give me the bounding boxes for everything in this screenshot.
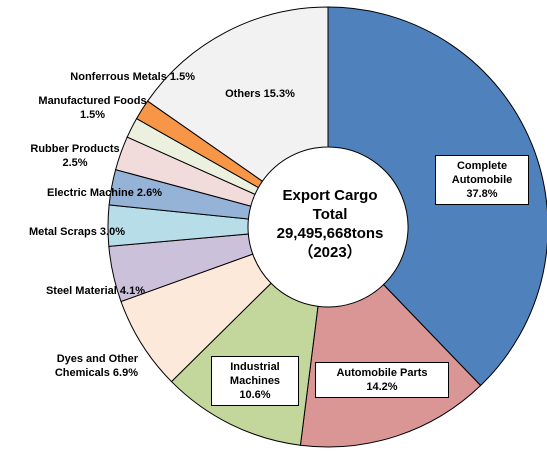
label-name: Complete Automobile (451, 160, 513, 186)
label-value: 6.9% (112, 367, 138, 379)
center-line: （2023） (298, 244, 362, 261)
segment-label: Steel Material 4.1% (10, 284, 145, 298)
donut-segment (146, 6, 329, 182)
label-name: Dyes and Other Chemicals (54, 353, 138, 379)
label-value: 10.6% (239, 389, 271, 401)
label-name: Rubber Products (30, 143, 120, 155)
segment-label: Complete Automobile 37.8% (435, 155, 529, 205)
segment-label: Electric Machine 2.6% (0, 186, 162, 200)
label-value: 4.1% (119, 285, 145, 297)
label-name: Electric Machine (47, 187, 134, 199)
label-name: Manufactured Foods (38, 95, 147, 107)
center-line: 29,495,668tons (276, 225, 384, 242)
label-name: Others (225, 88, 261, 100)
center-line: Total (312, 206, 348, 223)
label-value: 14.2% (366, 381, 398, 393)
label-value: 15.3% (263, 88, 295, 100)
label-name: Automobile Parts (336, 367, 428, 379)
label-value: 1.5% (79, 109, 106, 121)
segment-label: Manufactured Foods 1.5% (25, 94, 160, 122)
label-value: 37.8% (466, 188, 498, 200)
donut-hole (249, 148, 407, 306)
segment-label: Automobile Parts 14.2% (315, 362, 449, 398)
label-name: Nonferrous Metals (70, 71, 167, 83)
label-value: 1.5% (169, 71, 195, 83)
label-name: Industrial Machines (229, 361, 281, 387)
label-value: 2.6% (136, 187, 162, 199)
segment-label: Industrial Machines 10.6% (211, 356, 299, 406)
segment-label: Dyes and Other Chemicals 6.9% (20, 352, 138, 380)
segment-label: Rubber Products 2.5% (15, 142, 135, 170)
segment-label: Others 15.3% (205, 87, 315, 101)
center-line: Export Cargo (282, 187, 378, 204)
label-name: Steel Material (45, 285, 117, 297)
segment-label: Metal Scraps 3.0% (0, 225, 125, 239)
segment-label: Nonferrous Metals 1.5% (20, 70, 195, 84)
label-value: 3.0% (99, 226, 125, 238)
label-name: Metal Scraps (28, 226, 97, 238)
center-label: Export Cargo Total 29,495,668tons （2023） (250, 186, 410, 262)
label-value: 2.5% (62, 157, 88, 169)
